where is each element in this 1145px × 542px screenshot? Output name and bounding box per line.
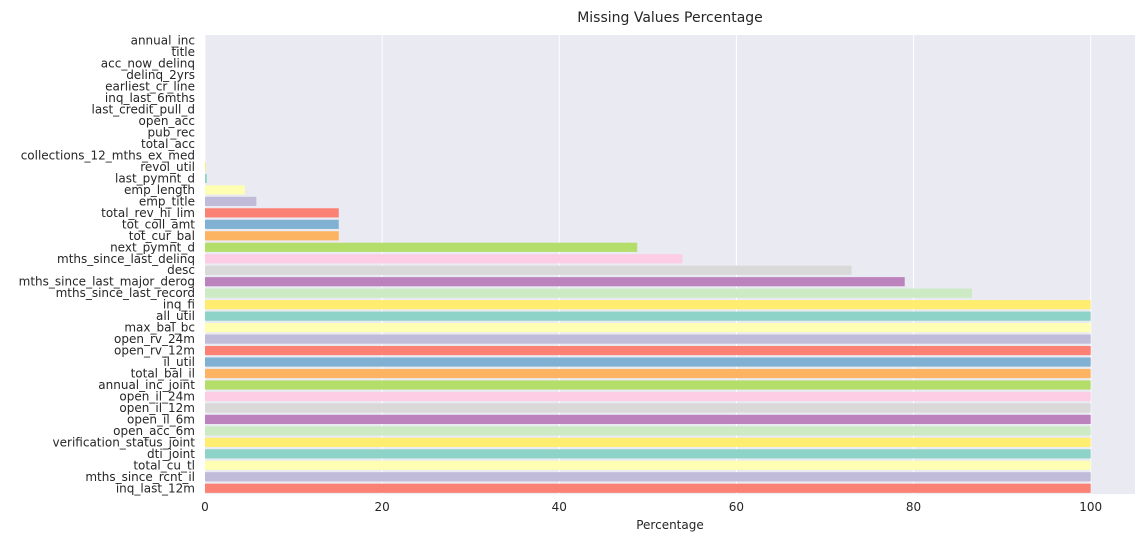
- y-tick-label: open_il_6m: [127, 412, 195, 426]
- bar-open-rv-12m: [205, 345, 1091, 356]
- y-tick-label: mths_since_last_major_derog: [19, 275, 195, 289]
- y-tick-labels: annual_inctitleacc_now_delinqdelinq_2yrs…: [19, 34, 196, 496]
- bar-open-acc-6m: [205, 426, 1091, 436]
- bar-max-bal-bc: [205, 323, 1091, 333]
- x-tick-label: 80: [906, 500, 921, 514]
- x-tick-label: 100: [1079, 500, 1102, 514]
- bar-revol-util: [205, 162, 206, 172]
- y-tick-label: open_rv_12m: [114, 344, 195, 358]
- bar-mths-since-last-delinq: [205, 254, 683, 264]
- bar-inq-fi: [205, 300, 1091, 310]
- bar-verification-status-joint: [205, 437, 1091, 447]
- y-tick-label: tot_cur_bal: [129, 229, 195, 243]
- x-tick-label: 20: [375, 500, 390, 514]
- y-tick-label: emp_title: [139, 194, 195, 208]
- y-tick-label: last_credit_pull_d: [92, 103, 195, 117]
- y-tick-label: total_acc: [141, 137, 195, 151]
- bar-all-util: [205, 311, 1091, 321]
- bar-mths-since-last-record: [205, 288, 973, 298]
- y-tick-label: inq_last_6mths: [105, 91, 195, 105]
- y-tick-label: last_pymnt_d: [115, 171, 195, 185]
- x-tick-label: 0: [201, 500, 209, 514]
- bar-open-rv-24m: [205, 334, 1091, 344]
- x-axis-label: Percentage: [636, 518, 704, 532]
- y-tick-label: verification_status_joint: [53, 435, 196, 449]
- y-tick-label: emp_length: [124, 183, 195, 197]
- y-tick-label: delinq_2yrs: [126, 68, 195, 82]
- bar-total-rev-hi-lim: [205, 208, 339, 218]
- y-tick-label: mths_since_last_delinq: [57, 252, 195, 266]
- y-tick-label: inq_last_12m: [116, 481, 195, 495]
- x-tick-label: 60: [729, 500, 744, 514]
- y-tick-label: inq_fi: [163, 298, 195, 312]
- y-tick-label: total_cu_tl: [133, 458, 195, 472]
- bar-emp-length: [205, 185, 245, 195]
- bar-last-pymnt-d: [205, 173, 207, 184]
- y-tick-label: next_pymnt_d: [110, 240, 195, 254]
- y-tick-label: il_util: [163, 355, 195, 369]
- y-tick-label: pub_rec: [148, 126, 196, 140]
- y-tick-label: open_acc: [139, 114, 196, 128]
- y-tick-label: max_bal_bc: [124, 321, 195, 335]
- bar-il-util: [205, 357, 1091, 367]
- y-tick-label: desc: [167, 263, 195, 277]
- x-tick-label: 40: [552, 500, 567, 514]
- y-tick-label: annual_inc: [131, 34, 195, 48]
- bar-open-il-6m: [205, 414, 1091, 425]
- bar-inq-last-12m: [205, 483, 1091, 493]
- y-tick-label: open_rv_24m: [114, 332, 195, 346]
- bar-series: [205, 162, 1091, 493]
- y-tick-label: open_acc_6m: [113, 424, 195, 438]
- plot-area: [205, 35, 1135, 494]
- y-tick-label: revol_util: [140, 160, 195, 174]
- bar-open-il-12m: [205, 403, 1091, 413]
- y-tick-label: all_util: [156, 309, 195, 323]
- bar-total-cu-tl: [205, 460, 1091, 470]
- y-tick-label: earliest_cr_line: [105, 80, 195, 94]
- y-tick-label: tot_coll_amt: [122, 217, 195, 231]
- y-tick-label: acc_now_delinq: [101, 57, 195, 71]
- bar-emp-title: [205, 196, 257, 206]
- chart-title: Missing Values Percentage: [577, 10, 763, 26]
- y-tick-label: dti_joint: [147, 447, 195, 461]
- bar-desc: [205, 265, 852, 275]
- bar-mths-since-rcnt-il: [205, 472, 1091, 482]
- y-tick-label: annual_inc_joint: [98, 378, 195, 392]
- bar-mths-since-last-major-derog: [205, 277, 905, 287]
- bar-tot-coll-amt: [205, 219, 339, 229]
- y-tick-label: open_il_12m: [119, 401, 195, 415]
- bar-open-il-24m: [205, 391, 1091, 402]
- x-tick-labels: 0 20 40 60 80 100: [201, 500, 1102, 514]
- bar-next-pymnt-d: [205, 242, 638, 252]
- y-tick-label: open_il_24m: [119, 389, 195, 403]
- y-tick-label: title: [172, 45, 195, 59]
- y-tick-label: mths_since_last_record: [56, 286, 195, 300]
- y-tick-label: mths_since_rcnt_il: [85, 470, 195, 484]
- y-tick-label: total_rev_hi_lim: [101, 206, 195, 220]
- y-tick-label: total_bal_il: [131, 367, 195, 381]
- bar-annual-inc-joint: [205, 380, 1091, 390]
- y-tick-label: collections_12_mths_ex_med: [21, 148, 195, 162]
- bar-dti-joint: [205, 449, 1091, 459]
- bar-tot-cur-bal: [205, 231, 339, 241]
- bar-total-bal-il: [205, 368, 1091, 379]
